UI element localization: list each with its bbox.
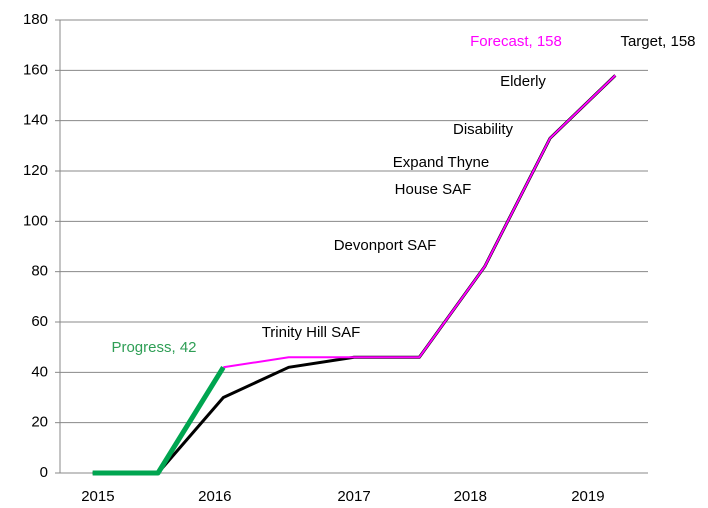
series-line [223, 74, 617, 369]
y-tick-label: 40 [31, 363, 48, 380]
y-tick-label: 60 [31, 313, 48, 330]
series-line [92, 74, 617, 475]
annotation: Progress, 42 [111, 339, 196, 356]
y-tick-label: 20 [31, 414, 48, 431]
annotation: Expand Thyne [393, 154, 489, 171]
y-tick-label: 120 [23, 162, 48, 179]
annotation: Forecast, 158 [470, 33, 562, 50]
annotation: Target, 158 [620, 33, 695, 50]
annotation: Devonport SAF [334, 237, 437, 254]
series-line [92, 365, 226, 476]
x-tick-label: 2018 [454, 488, 487, 505]
x-tick-label: 2016 [198, 488, 231, 505]
annotation: Trinity Hill SAF [262, 324, 361, 341]
annotation: Disability [453, 121, 514, 138]
y-tick-label: 180 [23, 11, 48, 28]
x-tick-label: 2017 [337, 488, 370, 505]
annotation: House SAF [395, 181, 472, 198]
x-tick-label: 2019 [571, 488, 604, 505]
y-tick-label: 0 [40, 464, 48, 481]
y-tick-label: 160 [23, 61, 48, 78]
y-tick-label: 140 [23, 112, 48, 129]
x-tick-label: 2015 [81, 488, 114, 505]
annotation: Elderly [500, 73, 546, 90]
y-tick-label: 80 [31, 263, 48, 280]
y-tick-label: 100 [23, 212, 48, 229]
